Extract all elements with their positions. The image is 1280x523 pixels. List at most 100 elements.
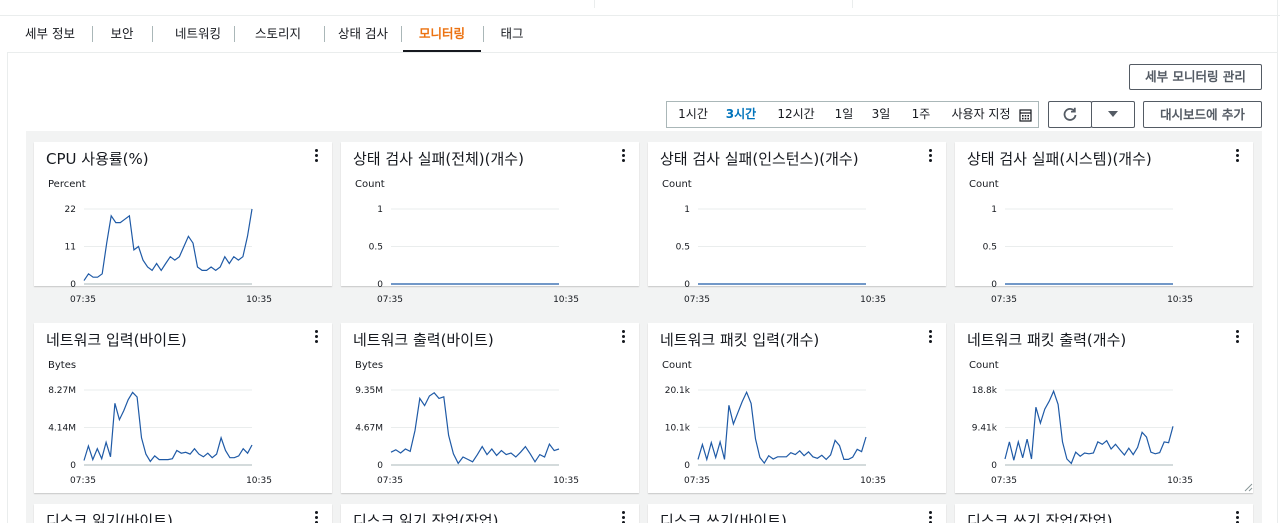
metric-chart: 0 4.14M 8.27M 07:35 10:35 [48,386,272,486]
metric-unit: Count [662,179,692,190]
y-tick-label: 0 [684,461,690,471]
more-options-icon[interactable] [926,148,934,164]
x-tick-label: 10:35 [246,476,272,486]
more-options-icon[interactable] [1233,510,1241,523]
summary-divider [594,0,595,8]
more-options-icon[interactable] [312,329,320,345]
tab-tags[interactable]: 태그 [500,26,524,41]
y-tick-label: 0.5 [369,243,383,253]
y-tick-label: 0 [991,461,997,471]
metric-chart: 0 0.5 1 07:35 10:35 [983,205,1193,305]
tab-divider [483,26,484,42]
more-options-icon[interactable] [926,329,934,345]
y-tick-label: 0 [70,280,76,290]
series-line [83,208,253,281]
refresh-options-button[interactable] [1091,101,1135,128]
add-to-dashboard-button[interactable]: 대시보드에 추가 [1143,101,1262,128]
y-tick-label: 8.27M [48,386,76,396]
range-3h[interactable]: 3시간 [725,107,757,121]
range-1w[interactable]: 1주 [911,107,931,121]
metric-unit: Percent [48,179,86,190]
top-summary-strip [0,0,1280,16]
x-tick-label: 07:35 [991,295,1017,305]
more-options-icon[interactable] [619,510,627,523]
x-tick-label: 07:35 [70,476,96,486]
x-tick-label: 10:35 [553,476,579,486]
y-tick-label: 11 [65,243,76,253]
tab-security[interactable]: 보안 [110,26,134,41]
tab-divider [92,26,93,42]
y-tick-label: 0 [70,461,76,471]
metric-card: 디스크 쓰기(바이트) [648,504,946,523]
x-tick-label: 10:35 [860,295,886,305]
series-line [1004,389,1174,465]
metric-card: 상태 검사 실패(인스턴스)(개수) Count 0 0.5 1 07:35 10:35 [648,142,946,305]
x-tick-label: 10:35 [1167,476,1193,486]
range-12h[interactable]: 12시간 [777,107,815,121]
series-line [83,391,253,463]
more-options-icon[interactable] [619,148,627,164]
metric-title: 상태 검사 실패(시스템)(개수) [967,150,1152,168]
metric-card: 네트워크 입력(바이트) Bytes 0 4.14M 8.27M 07:35 10:35 [34,323,332,493]
tab-divider [152,26,153,42]
y-tick-label: 9.35M [355,386,383,396]
metric-title: 디스크 쓰기 작업(작업) [967,512,1113,523]
manage-detailed-monitoring-button[interactable]: 세부 모니터링 관리 [1129,64,1262,90]
more-options-icon[interactable] [312,148,320,164]
metric-title: 상태 검사 실패(전체)(개수) [353,150,524,168]
tab-divider [324,26,325,42]
series-line [390,392,560,465]
metric-card: 디스크 읽기 작업(작업) [341,504,639,523]
refresh-icon [1063,107,1077,121]
metric-chart: 0 0.5 1 07:35 10:35 [676,205,886,305]
metric-unit: Count [969,179,999,190]
more-options-icon[interactable] [1233,329,1241,345]
x-tick-label: 07:35 [377,295,403,305]
instance-tabs: 세부 정보 보안 네트워킹 스토리지 상태 검사 모니터링 태그 [8,16,1278,53]
content-border-left [7,52,8,523]
range-3d[interactable]: 3일 [871,107,891,121]
tab-divider [401,26,402,42]
resize-handle-icon[interactable] [1243,482,1253,492]
tab-storage[interactable]: 스토리지 [254,26,301,41]
more-options-icon[interactable] [619,329,627,345]
tab-monitoring[interactable]: 모니터링 [403,16,481,52]
y-tick-label: 22 [65,205,76,215]
caret-down-icon [1108,111,1118,117]
metric-unit: Count [355,179,385,190]
more-options-icon[interactable] [312,510,320,523]
metrics-panel-area: CPU 사용률(%) Percent 0 11 22 07:35 10:35 상태 검사… [26,131,1262,523]
summary-divider [852,0,853,8]
tab-status-checks[interactable]: 상태 검사 [338,26,388,41]
y-tick-label: 1 [991,205,997,215]
metric-title: 네트워크 출력(바이트) [353,331,494,349]
metric-title: 디스크 읽기(바이트) [46,512,173,523]
tab-networking[interactable]: 네트워킹 [174,26,221,41]
metric-card: 상태 검사 실패(시스템)(개수) Count 0 0.5 1 07:35 10:35 [955,142,1253,305]
range-1d[interactable]: 1일 [834,107,854,121]
metric-card: 네트워크 패킷 출력(개수) Count 0 9.41k 18.8k 07:35 10:… [955,323,1253,493]
metric-title: 디스크 쓰기(바이트) [660,512,787,523]
range-1h[interactable]: 1시간 [678,107,708,121]
more-options-icon[interactable] [926,510,934,523]
refresh-button[interactable] [1048,101,1092,128]
metric-card: 디스크 쓰기 작업(작업) [955,504,1253,523]
metric-chart: 0 11 22 07:35 10:35 [65,205,272,305]
metric-title: 상태 검사 실패(인스턴스)(개수) [660,150,859,168]
tab-details[interactable]: 세부 정보 [25,26,75,41]
range-custom[interactable]: 사용자 지정 [951,107,1011,121]
y-tick-label: 0 [684,280,690,290]
y-tick-label: 0 [991,280,997,290]
y-tick-label: 18.8k [972,386,998,396]
x-tick-label: 10:35 [246,295,272,305]
y-tick-label: 10.1k [665,423,691,433]
x-tick-label: 07:35 [684,295,710,305]
x-tick-label: 10:35 [553,295,579,305]
x-tick-label: 10:35 [1167,295,1193,305]
metric-chart: 0 4.67M 9.35M 07:35 10:35 [355,386,579,486]
calendar-icon[interactable] [1019,109,1032,122]
more-options-icon[interactable] [1233,148,1241,164]
x-tick-label: 10:35 [860,476,886,486]
metric-title: 네트워크 패킷 입력(개수) [660,331,820,349]
y-tick-label: 1 [377,205,383,215]
